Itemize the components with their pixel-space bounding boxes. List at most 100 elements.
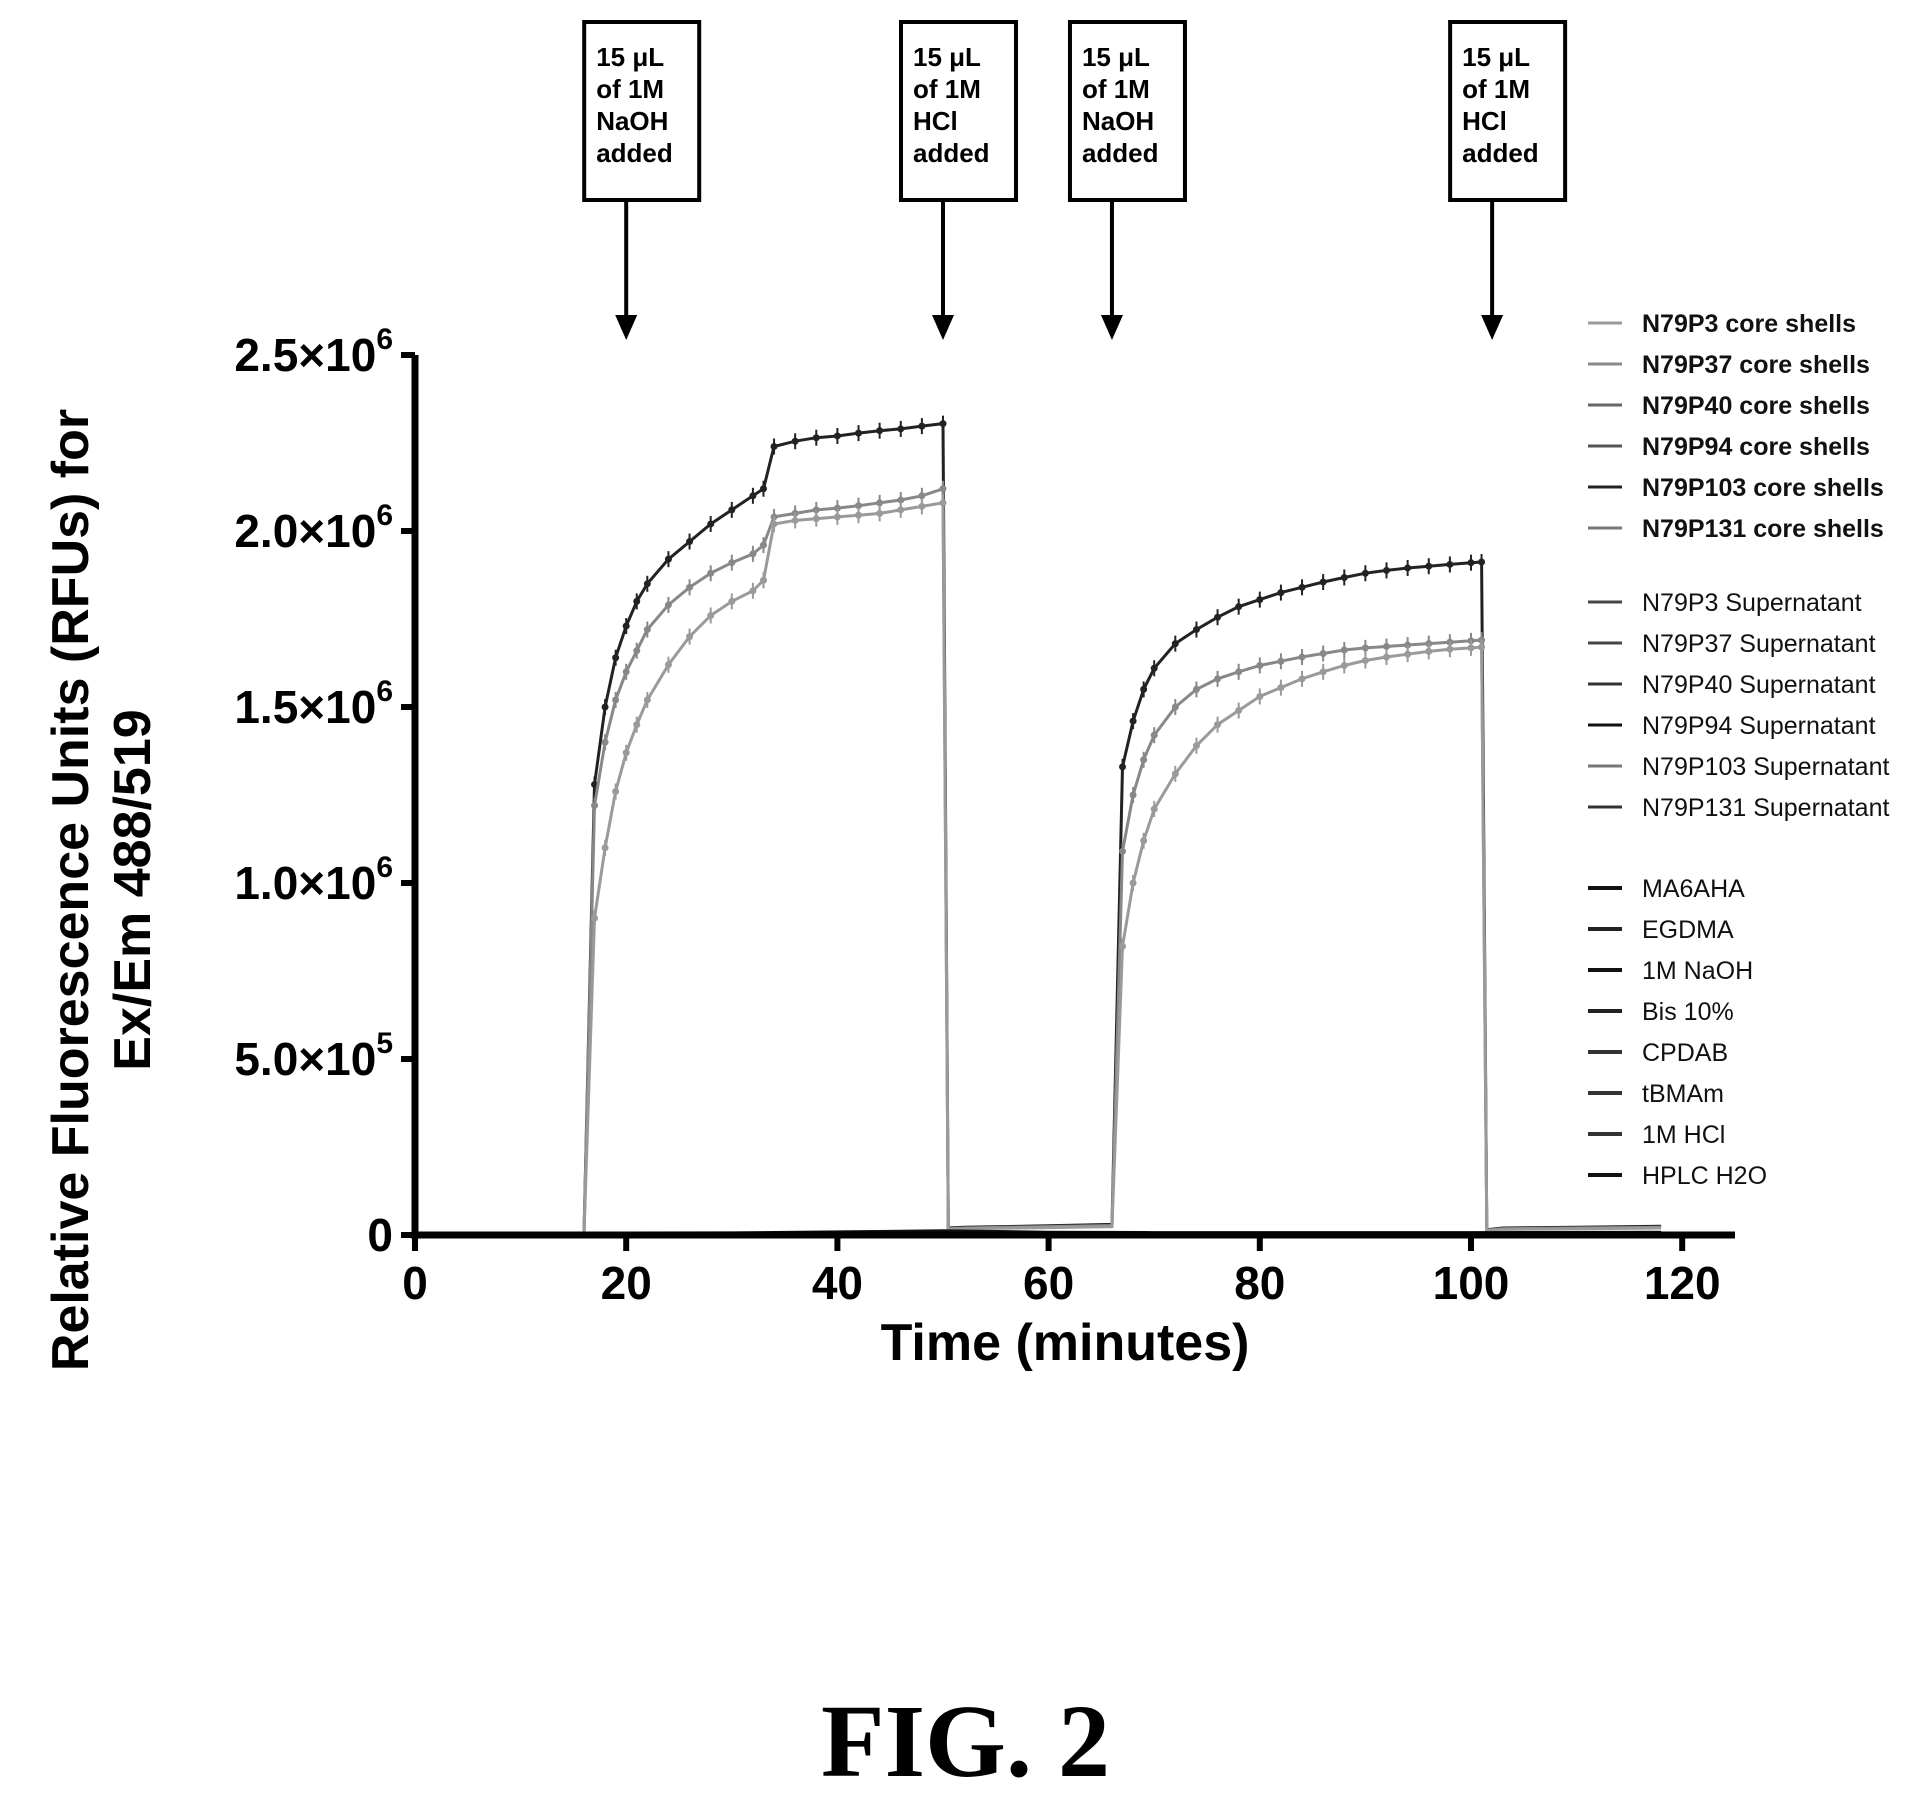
data-point (643, 626, 651, 634)
y-tick-label: 1.5×106 (234, 675, 393, 733)
data-point (707, 611, 715, 619)
data-point (1171, 640, 1179, 648)
data-point (855, 511, 863, 519)
legend: N79P3 core shells N79P37 core shells N79P4… (1588, 310, 1889, 1190)
y-axis-label-line-2: Ex/Em 488/519 (104, 709, 162, 1070)
data-point (1319, 578, 1327, 586)
data-point (1256, 596, 1264, 604)
data-point (664, 555, 672, 563)
data-point (1214, 721, 1222, 729)
legend-label: N79P40 Supernatant (1642, 671, 1876, 699)
legend-label: N79P94 Supernatant (1642, 712, 1876, 740)
data-point (939, 420, 947, 428)
annotation-text: added (1462, 138, 1539, 168)
data-point (1319, 649, 1327, 657)
data-point (1340, 573, 1348, 581)
data-point (601, 844, 609, 852)
data-point (1150, 664, 1158, 672)
data-point (812, 506, 820, 514)
annotation-text: of 1M (1082, 74, 1150, 104)
data-point (1361, 569, 1369, 577)
data-point (897, 496, 905, 504)
data-point (1340, 661, 1348, 669)
annotation-box (1448, 20, 1568, 202)
data-point (918, 422, 926, 430)
annotation-text: 15 μL (1082, 42, 1150, 72)
data-point (1256, 661, 1264, 669)
axes: 0 20 40 60 80 100 120 0 5.0×105 1.0×106 1.5×106 2.0… (234, 323, 1735, 1309)
legend-label: N79P40 core shells (1642, 392, 1870, 420)
annotation-text: of 1M (913, 74, 981, 104)
legend-label: N79P37 Supernatant (1642, 630, 1876, 658)
data-point (601, 738, 609, 746)
figure-label: FIG. 2 (821, 1684, 1110, 1799)
annotation-text: of 1M (1462, 74, 1530, 104)
data-point (939, 485, 947, 493)
legend-label: MA6AHA (1642, 875, 1745, 903)
data-point (791, 516, 799, 524)
data-point (1361, 657, 1369, 665)
data-point (728, 597, 736, 605)
series-line (415, 421, 1662, 1235)
data-point (1404, 564, 1412, 572)
data-point (759, 541, 767, 549)
annotation-text: of 1M (596, 74, 664, 104)
data-point (749, 550, 757, 558)
annotation-text: 15 μL (913, 42, 981, 72)
legend-label: EGDMA (1642, 916, 1734, 944)
data-point (1298, 653, 1306, 661)
data-point (1119, 847, 1127, 855)
data-point (1119, 763, 1127, 771)
x-tick-label: 20 (601, 1257, 652, 1309)
data-point (633, 647, 641, 655)
annotation-text: 15 μL (1462, 42, 1530, 72)
data-point (1467, 559, 1475, 567)
data-point (1256, 692, 1264, 700)
data-point (812, 515, 820, 523)
data-point (1298, 675, 1306, 683)
data-point (855, 429, 863, 437)
y-tick-label: 5.0×105 (234, 1027, 393, 1085)
data-point (1361, 644, 1369, 652)
y-tick-label: 0 (367, 1209, 393, 1261)
annotation-arrow-head (932, 315, 954, 340)
data-point (876, 499, 884, 507)
annotation-text: added (1082, 138, 1159, 168)
data-point (770, 443, 778, 451)
legend-label: CPDAB (1642, 1039, 1728, 1067)
data-point (1446, 560, 1454, 568)
data-point (1383, 642, 1391, 650)
data-point (1277, 589, 1285, 597)
data-point (1235, 707, 1243, 715)
data-point (1129, 791, 1137, 799)
legend-label: tBMAm (1642, 1080, 1724, 1108)
data-point (728, 506, 736, 514)
annotation-text: added (913, 138, 990, 168)
annotation-box (899, 20, 1018, 202)
x-tick-label: 100 (1433, 1257, 1510, 1309)
data-point (749, 587, 757, 595)
data-point (812, 434, 820, 442)
data-point (1150, 731, 1158, 739)
data-point (643, 580, 651, 588)
data-point (633, 597, 641, 605)
legend-label: 1M HCl (1642, 1121, 1725, 1149)
data-point (1383, 653, 1391, 661)
y-tick-label: 1.0×106 (234, 851, 393, 909)
data-point (1129, 879, 1137, 887)
annotation-arrow-head (1100, 315, 1123, 340)
data-point (622, 668, 630, 676)
annotation-box (1067, 20, 1187, 202)
annotation-text: 15 μL (596, 42, 664, 72)
data-point (1235, 603, 1243, 611)
data-point (876, 427, 884, 435)
legend-label: Bis 10% (1642, 998, 1734, 1026)
data-point (1129, 717, 1137, 725)
legend-label: N79P94 core shells (1642, 433, 1870, 461)
data-point (1425, 562, 1433, 570)
data-point (612, 787, 620, 795)
data-point (612, 654, 620, 662)
legend-label: N79P3 Supernatant (1642, 589, 1862, 617)
data-point (664, 661, 672, 669)
data-point (1140, 685, 1148, 693)
